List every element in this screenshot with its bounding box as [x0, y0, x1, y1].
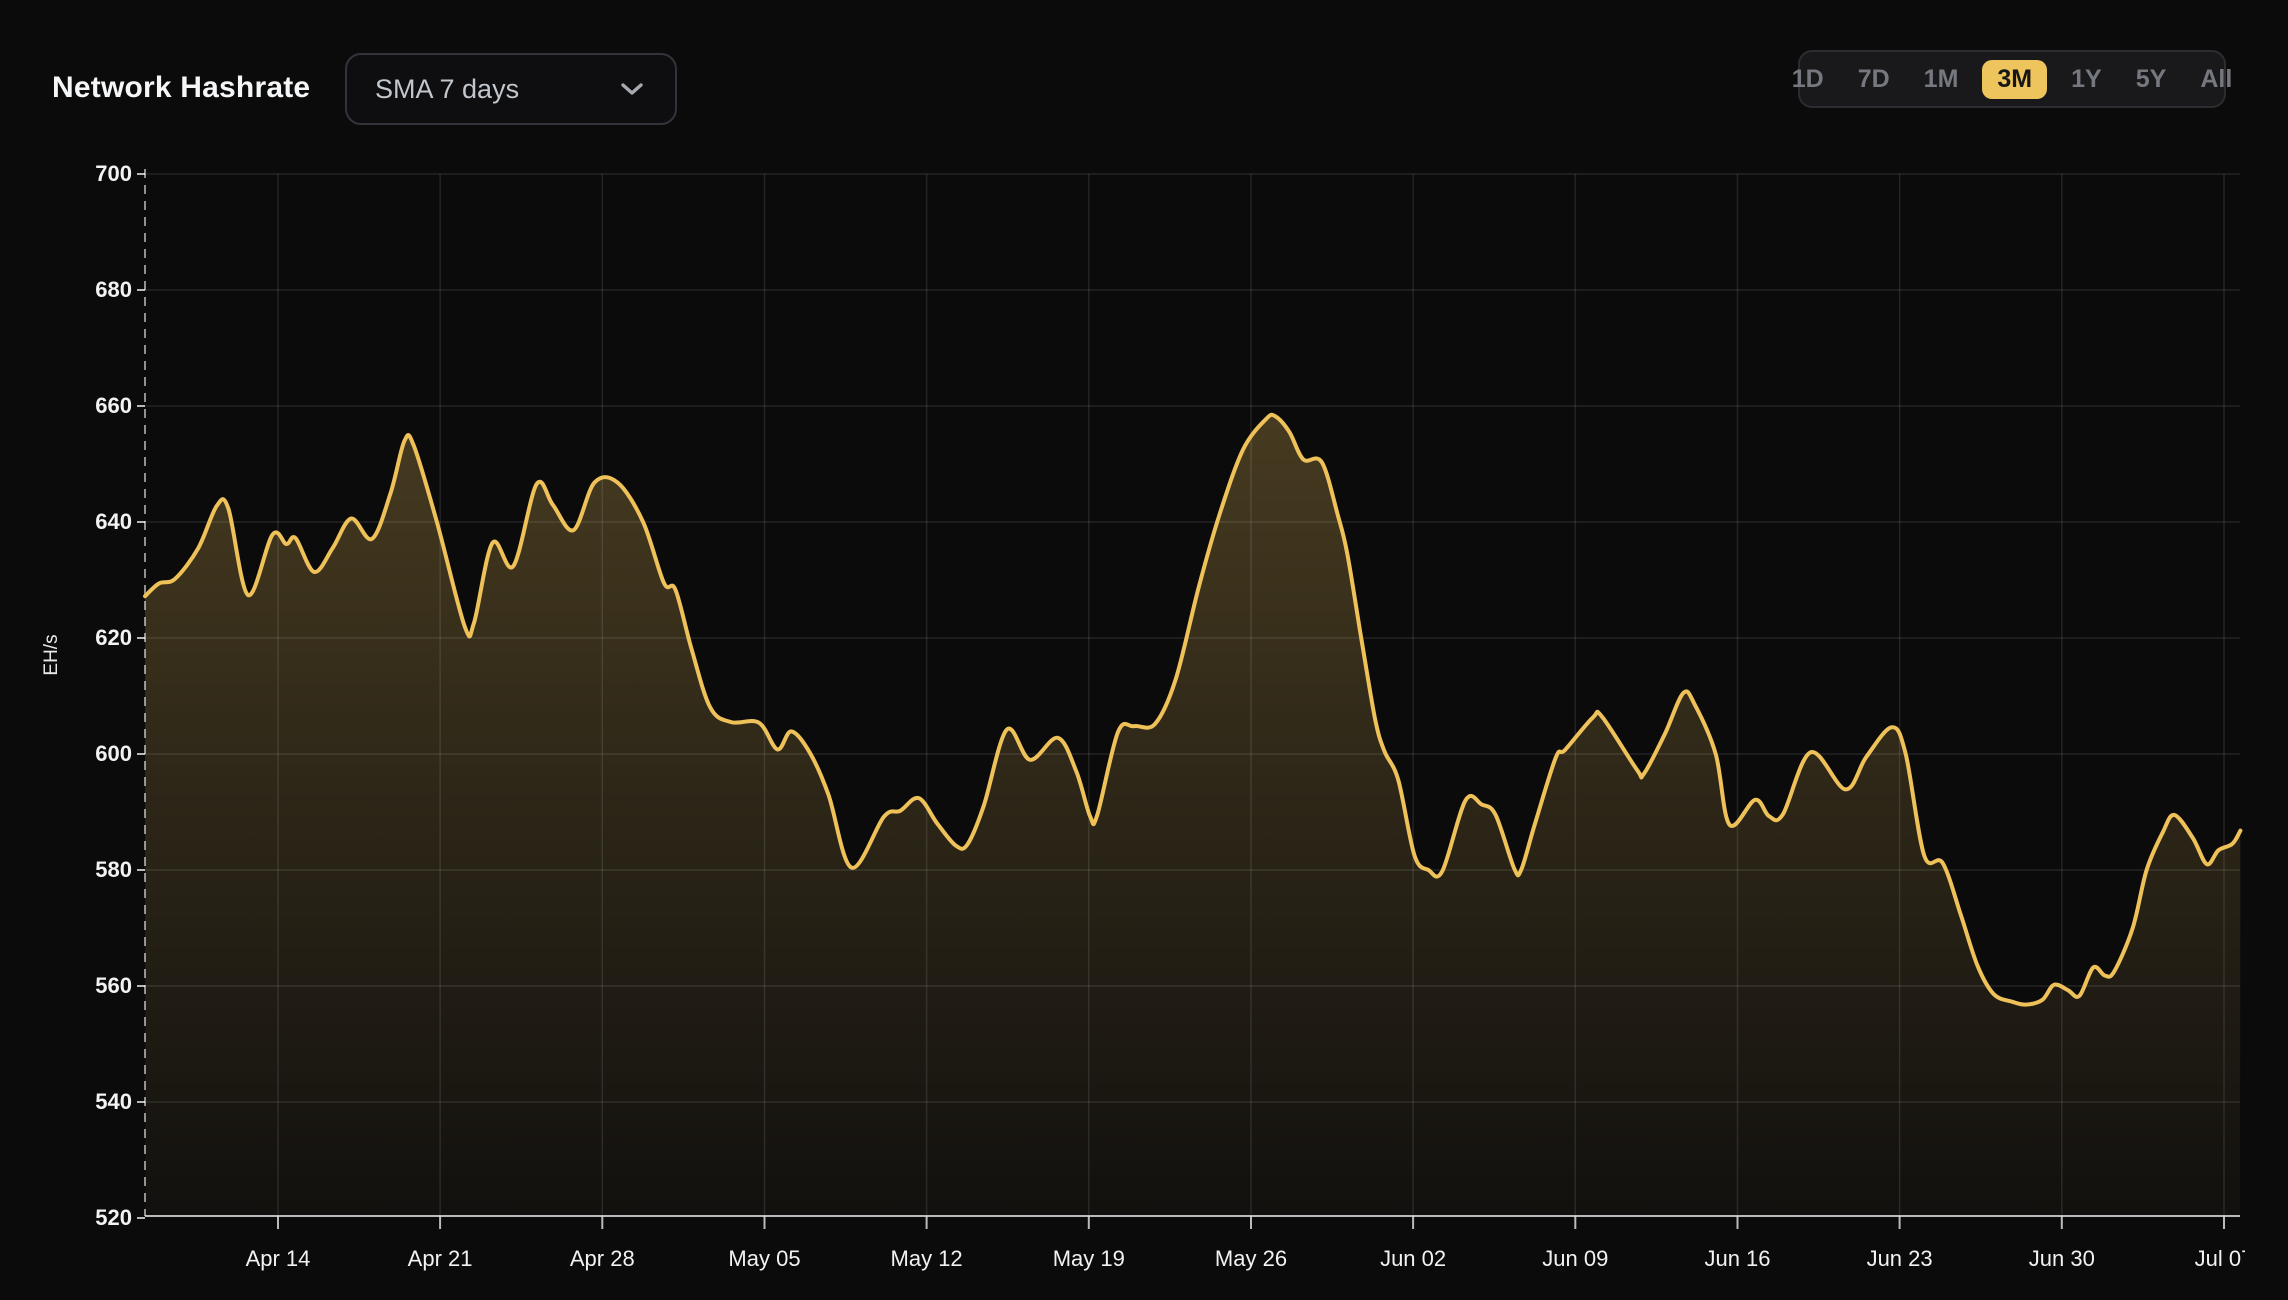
x-tick-label: May 19: [1053, 1246, 1125, 1271]
range-button-1m[interactable]: 1M: [1914, 62, 1969, 97]
x-tick-label: Apr 21: [408, 1246, 473, 1271]
x-tick-label: Jun 30: [2029, 1246, 2095, 1271]
x-axis-line: [137, 173, 2240, 1229]
range-button-all[interactable]: All: [2190, 62, 2242, 97]
y-tick-label: 680: [95, 277, 132, 302]
range-button-1y[interactable]: 1Y: [2061, 62, 2112, 97]
range-button-3m[interactable]: 3M: [1982, 59, 2048, 99]
x-tick-label: Jun 16: [1704, 1246, 1770, 1271]
y-tick-label: 560: [95, 973, 132, 998]
range-button-1d[interactable]: 1D: [1782, 62, 1834, 97]
x-tick-label: Jul 07: [2195, 1246, 2254, 1271]
y-tick-label: 600: [95, 741, 132, 766]
range-button-7d[interactable]: 7D: [1848, 62, 1900, 97]
y-tick-label: 660: [95, 393, 132, 418]
x-tick-label: Jun 09: [1542, 1246, 1608, 1271]
x-tick-label: May 26: [1215, 1246, 1287, 1271]
y-tick-label: 520: [95, 1205, 132, 1230]
y-tick-label: 700: [95, 161, 132, 186]
x-tick-label: Apr 28: [570, 1246, 635, 1271]
grid-lines: [145, 173, 2240, 1216]
x-tick-label: Jun 23: [1867, 1246, 1933, 1271]
x-tick-label: May 05: [728, 1246, 800, 1271]
y-tick-label: 580: [95, 857, 132, 882]
hashrate-line: [143, 412, 2243, 1007]
y-tick-label: 620: [95, 625, 132, 650]
page-title: Network Hashrate: [52, 71, 311, 104]
range-button-5y[interactable]: 5Y: [2126, 62, 2177, 97]
chevron-down-icon: [621, 83, 643, 95]
y-axis-unit-label: EH/s: [41, 634, 62, 675]
sma-dropdown-value: SMA 7 days: [375, 73, 520, 104]
x-tick-label: May 12: [891, 1246, 963, 1271]
sma-dropdown[interactable]: SMA 7 days: [345, 53, 677, 125]
x-tick-label: Jun 02: [1380, 1246, 1446, 1271]
y-tick-label: 540: [95, 1089, 132, 1114]
x-tick-label: Apr 14: [246, 1246, 311, 1271]
time-range-selector: 1D 7D 1M 3M 1Y 5Y All: [1792, 50, 2232, 108]
y-tick-label: 640: [95, 509, 132, 534]
hashrate-area: [145, 414, 2241, 1217]
